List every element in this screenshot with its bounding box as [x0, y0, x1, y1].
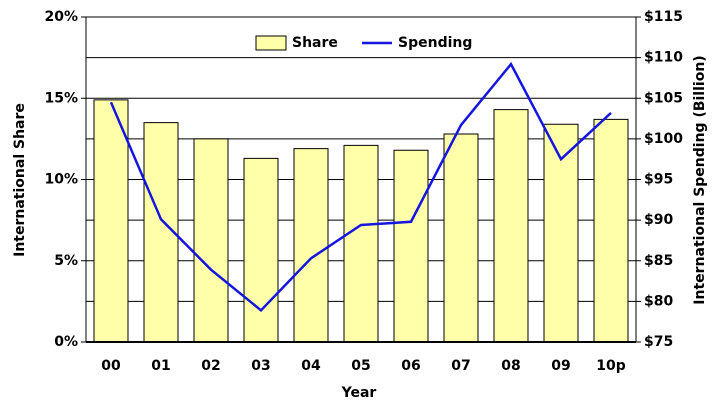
x-tick-label: 05 [351, 358, 370, 374]
y-tick-label: 15% [44, 90, 78, 106]
x-axis-label: Year [341, 385, 377, 401]
bar [393, 149, 429, 343]
bar [93, 99, 129, 343]
bar [343, 144, 379, 343]
x-tick-label: 00 [101, 358, 121, 374]
bar [243, 157, 279, 343]
line [109, 61, 612, 313]
y2-tick-label: $100 [644, 131, 683, 147]
y2-tick-label: $95 [644, 172, 673, 188]
y2-tick-label: $75 [644, 334, 673, 350]
bar [193, 138, 229, 343]
bar [593, 118, 629, 343]
x-tick-label: 10p [596, 358, 626, 374]
x-tick-label: 08 [501, 358, 520, 374]
y2-tick-label: $110 [644, 50, 683, 66]
y2-tick-label: $115 [644, 9, 683, 25]
x-tick-label: 09 [551, 358, 570, 374]
bar [293, 148, 329, 343]
legend-swatch [255, 35, 287, 51]
y-tick-label: 10% [44, 172, 78, 188]
bar [493, 109, 529, 343]
y2-tick-label: $90 [644, 212, 673, 228]
x-tick-label: 07 [451, 358, 470, 374]
y-tick-label: 20% [44, 9, 78, 25]
x-tick-label: 04 [301, 358, 321, 374]
x-tick-label: 06 [401, 358, 420, 374]
x-tick-label: 02 [201, 358, 220, 374]
legend-label: Share [292, 35, 338, 51]
y2-tick-label: $105 [644, 90, 683, 106]
y-axis-label: International Share [12, 103, 28, 257]
x-tick-label: 03 [251, 358, 270, 374]
y2-axis-label: International Spending (Billion) [692, 55, 708, 304]
y-tick-label: 5% [54, 253, 78, 269]
bar [443, 133, 479, 343]
y-tick-label: 0% [54, 334, 78, 350]
legend-label: Spending [398, 35, 472, 51]
x-tick-label: 01 [151, 358, 170, 374]
y2-tick-label: $80 [644, 293, 673, 309]
y2-tick-label: $85 [644, 253, 673, 269]
